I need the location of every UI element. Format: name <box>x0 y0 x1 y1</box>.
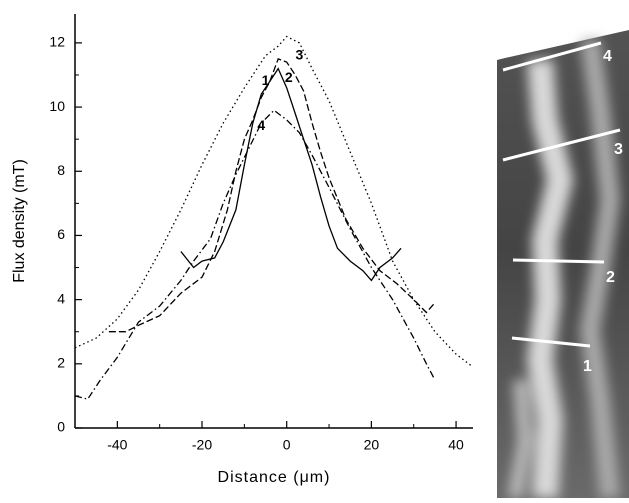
y-tick-label: 2 <box>57 355 65 371</box>
y-tick-label: 0 <box>57 419 65 435</box>
curve-label: 3 <box>296 46 304 62</box>
x-tick-label: 20 <box>364 437 380 453</box>
profile-line <box>502 128 621 162</box>
x-tick-label: 0 <box>283 437 291 453</box>
x-tick-label: 40 <box>448 437 464 453</box>
y-tick-label: 12 <box>49 34 65 50</box>
bright-bands <box>508 38 621 500</box>
data-line <box>74 35 474 368</box>
profile-label: 3 <box>614 141 623 158</box>
micrograph: 1 2 3 4 <box>497 0 629 500</box>
profile-line <box>511 336 591 348</box>
curve-label: 4 <box>257 117 265 133</box>
profile-line <box>512 258 605 264</box>
data-line <box>108 58 436 333</box>
data-line <box>74 109 436 400</box>
y-tick-label: 6 <box>57 226 65 242</box>
curve-label: 2 <box>285 69 293 85</box>
x-tick-label: -40 <box>107 437 127 453</box>
profile-label: 4 <box>603 48 612 65</box>
image-corner <box>497 0 629 60</box>
y-tick-label: 4 <box>57 290 65 306</box>
profile-label: 2 <box>606 269 615 286</box>
profile-line <box>502 41 602 72</box>
y-tick-label: 10 <box>49 98 65 114</box>
curve-label: 1 <box>262 72 270 88</box>
profile-label: 1 <box>583 358 592 375</box>
data-line <box>180 67 402 282</box>
y-axis-label: Flux density (mT) <box>11 159 28 283</box>
y-tick-label: 8 <box>57 162 65 178</box>
x-tick-label: -20 <box>192 437 212 453</box>
x-axis-label: Distance (μm) <box>218 469 331 486</box>
